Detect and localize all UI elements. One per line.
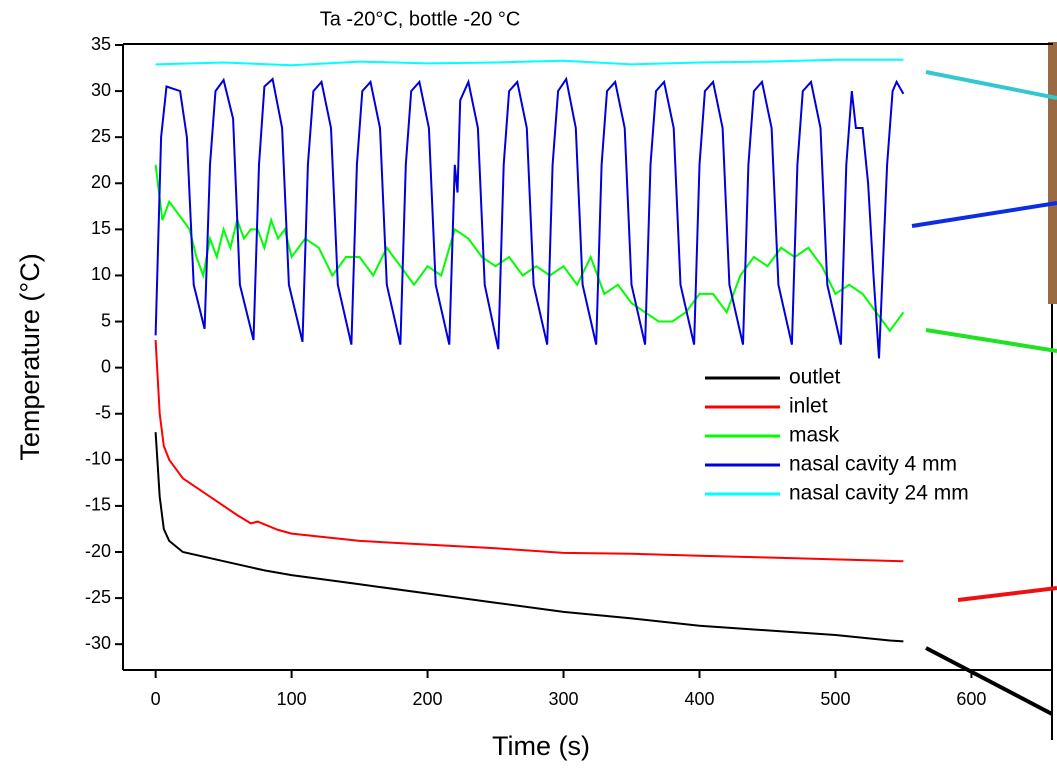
y-tick-label: -15 [85, 495, 111, 515]
x-tick-label: 100 [277, 689, 307, 709]
y-tick-label: -10 [85, 449, 111, 469]
legend-label: nasal cavity 24 mm [789, 482, 969, 505]
y-tick-label: 0 [101, 356, 111, 376]
y-tick-label: -30 [85, 633, 111, 653]
x-tick-label: 300 [549, 689, 579, 709]
series-line [154, 432, 904, 643]
pointer-line [925, 328, 1057, 353]
y-tick-label: 10 [91, 264, 111, 284]
y-tick-label: 35 [91, 34, 111, 54]
y-tick-label: 20 [91, 172, 111, 192]
photo [1048, 42, 1057, 304]
legend-label: nasal cavity 4 mm [789, 453, 957, 476]
series-line [154, 76, 905, 359]
x-tick-label: 600 [956, 689, 986, 709]
y-tick-label: 15 [91, 218, 111, 238]
y-tick-label: 30 [91, 80, 111, 100]
x-tick-label: 500 [820, 689, 850, 709]
y-tick-label: 25 [91, 126, 111, 146]
y-tick-label: -20 [85, 541, 111, 561]
legend-label: outlet [789, 366, 841, 389]
pointer-line [957, 586, 1057, 602]
y-tick-label: 5 [101, 310, 111, 330]
x-tick-label: 200 [413, 689, 443, 709]
pointer-line [925, 70, 1057, 100]
series-line [154, 164, 905, 333]
chart-title: Ta -20°C, bottle -20 °C [320, 8, 521, 30]
series-line [154, 339, 904, 563]
series-line [155, 58, 904, 67]
pointer-line [925, 646, 1053, 716]
legend-label: inlet [789, 395, 828, 418]
y-tick-label: -25 [85, 587, 111, 607]
y-tick-label: -5 [95, 402, 111, 422]
y-axis-title: Temperature (°C) [15, 253, 45, 460]
x-tick-label: 400 [684, 689, 714, 709]
pointer-line [911, 201, 1057, 228]
x-tick-label: 0 [151, 689, 161, 709]
legend-label: mask [789, 424, 840, 447]
x-axis-title: Time (s) [492, 731, 590, 761]
